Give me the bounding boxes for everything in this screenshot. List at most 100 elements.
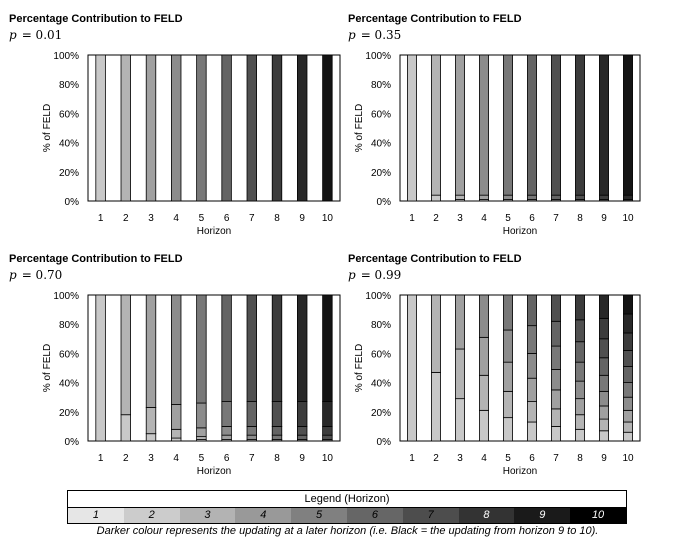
bar-segment xyxy=(551,345,561,370)
chart-panel-1: Percentage Contribution to FELD p = 0.01 0%… xyxy=(9,13,341,237)
x-tick-label: 9 xyxy=(299,453,305,464)
bar-segment xyxy=(196,436,207,440)
bar-segment xyxy=(551,389,561,410)
y-axis-label: % of FELD xyxy=(42,104,53,152)
y-tick-label: 60% xyxy=(59,349,79,360)
x-tick-label: 10 xyxy=(322,453,334,464)
x-tick-label: 8 xyxy=(577,213,583,224)
x-tick-label: 6 xyxy=(224,213,230,224)
bar-segment xyxy=(575,341,585,363)
figure-caption: Darker colour represents the updating at… xyxy=(96,525,599,537)
bar-segment xyxy=(431,294,441,373)
y-tick-label: 20% xyxy=(59,408,79,419)
bar-segment xyxy=(575,294,585,321)
x-tick-label: 2 xyxy=(123,213,129,224)
legend: Legend (Horizon) 1 2 3 4 5 6 7 8 9 10 xyxy=(67,490,627,524)
bar-segment xyxy=(551,194,561,200)
bar-segment xyxy=(455,294,465,350)
bar-segment xyxy=(527,194,537,200)
x-tick-label: 5 xyxy=(505,213,511,224)
legend-item-6: 6 xyxy=(346,508,403,523)
x-tick-label: 6 xyxy=(529,453,535,464)
plot-frame xyxy=(399,294,641,442)
bar-segment xyxy=(171,294,182,405)
y-tick-label: 80% xyxy=(59,80,79,91)
bar-segment xyxy=(575,414,585,430)
plot-frame xyxy=(87,54,341,202)
chart-panel-2: Percentage Contribution to FELD p = 0.35 0%… xyxy=(348,13,641,237)
x-tick-label: 7 xyxy=(249,453,255,464)
legend-item-1: 1 xyxy=(68,508,124,523)
subtitle-variable: p xyxy=(9,28,17,42)
bar-segment xyxy=(120,54,131,202)
x-tick-label: 4 xyxy=(481,213,487,224)
y-tick-label: 40% xyxy=(59,379,79,390)
bar-segment xyxy=(271,294,283,402)
x-tick-label: 7 xyxy=(249,213,255,224)
bar-segment xyxy=(599,294,609,319)
bar-segment xyxy=(455,348,465,400)
x-tick-label: 1 xyxy=(409,213,415,224)
subtitle-value: = 0.01 xyxy=(22,28,63,42)
bar-segment xyxy=(297,54,308,202)
bar-segment xyxy=(479,374,489,411)
bar-segment xyxy=(479,336,489,376)
bar-segment xyxy=(407,294,417,442)
subtitle-value: = 0.35 xyxy=(361,28,402,42)
y-tick-label: 80% xyxy=(371,80,391,91)
bar-segment xyxy=(479,194,489,200)
x-tick-label: 10 xyxy=(622,213,634,224)
y-tick-label: 20% xyxy=(59,168,79,179)
bar-segment xyxy=(599,338,609,359)
x-tick-label: 3 xyxy=(148,213,154,224)
bar-segment xyxy=(551,369,561,391)
y-tick-label: 60% xyxy=(371,349,391,360)
bar-segment xyxy=(246,294,257,402)
x-axis-label: Horizon xyxy=(197,466,231,477)
bar-segment xyxy=(575,428,585,442)
x-tick-label: 1 xyxy=(98,213,104,224)
x-tick-label: 6 xyxy=(529,213,535,224)
bar-segment xyxy=(431,194,441,202)
x-axis-label: Horizon xyxy=(197,226,231,237)
bar-segment xyxy=(271,434,283,440)
bar-segment xyxy=(551,425,561,442)
bar-segment xyxy=(623,366,633,384)
bar-segment xyxy=(503,54,513,196)
bar-segment xyxy=(145,294,157,408)
y-tick-label: 0% xyxy=(65,437,80,448)
x-tick-label: 7 xyxy=(553,213,559,224)
bar-segment xyxy=(599,405,609,420)
bar-segment xyxy=(551,320,561,347)
legend-item-2: 2 xyxy=(123,508,180,523)
bar-segment xyxy=(503,329,513,363)
bar-segment xyxy=(527,377,537,402)
bar-segment xyxy=(246,54,257,202)
x-tick-label: 4 xyxy=(173,453,179,464)
bar-segment xyxy=(221,294,232,402)
bar-segment xyxy=(171,428,182,439)
subtitle-value: = 0.70 xyxy=(22,268,63,282)
legend-item-3: 3 xyxy=(179,508,236,523)
x-axis-label: Horizon xyxy=(503,226,537,237)
bar-segment xyxy=(599,430,609,442)
bar-segment xyxy=(196,402,207,429)
bar-segment xyxy=(623,332,633,351)
bar-segment xyxy=(479,54,489,196)
legend-row: 1 2 3 4 5 6 7 8 9 10 xyxy=(67,507,627,524)
chart-subtitle: p = 0.99 xyxy=(348,268,401,282)
x-tick-label: 3 xyxy=(457,213,463,224)
bar-segment xyxy=(271,425,283,436)
bar-segment xyxy=(221,54,232,202)
x-tick-label: 7 xyxy=(553,453,559,464)
bar-segment xyxy=(623,409,633,423)
bar-segment xyxy=(527,294,537,327)
bar-segment xyxy=(623,194,633,200)
bar-segment xyxy=(503,361,513,392)
bar-segment xyxy=(503,417,513,442)
bar-segment xyxy=(503,194,513,200)
bar-segment xyxy=(479,294,489,338)
bar-segment xyxy=(599,418,609,432)
chart-title: Percentage Contribution to FELD xyxy=(348,13,522,25)
